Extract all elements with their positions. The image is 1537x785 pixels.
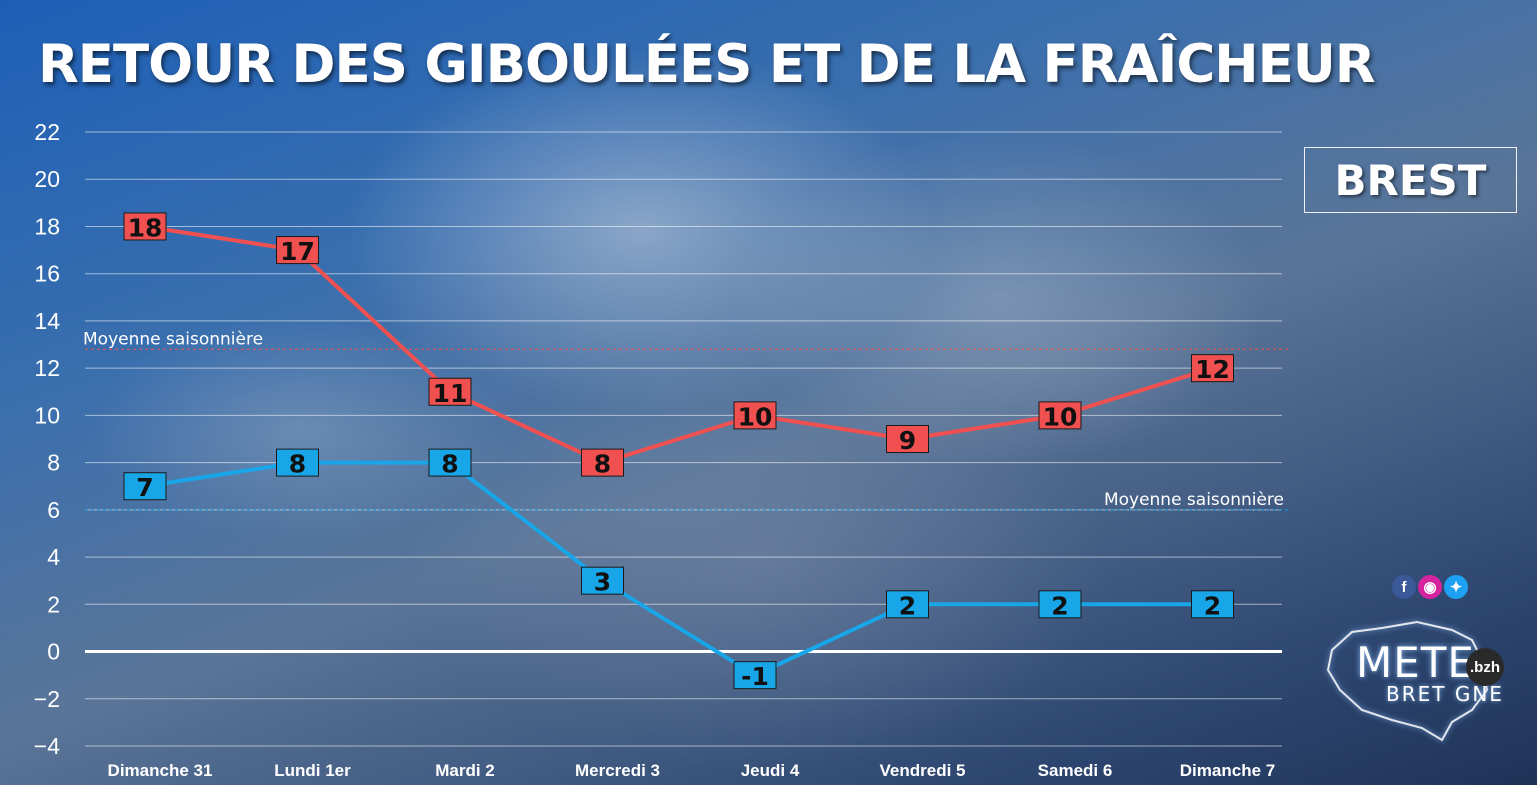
y-tick-label: 0 bbox=[47, 639, 60, 665]
city-box: BREST bbox=[1304, 147, 1517, 213]
min-data-label: 2 bbox=[899, 591, 916, 620]
min-data-box bbox=[1191, 590, 1234, 619]
max-data-label: 10 bbox=[738, 402, 773, 431]
y-tick-label: 6 bbox=[47, 497, 60, 523]
min-data-box bbox=[733, 661, 777, 690]
y-tick-label: 18 bbox=[34, 213, 60, 239]
min-series-line bbox=[144, 460, 1213, 678]
max-data-box bbox=[276, 236, 319, 265]
seasonal-average-label: Moyenne saisonnière bbox=[1104, 490, 1284, 510]
max-data-box bbox=[1191, 354, 1234, 383]
min-data-box bbox=[276, 448, 319, 477]
y-tick-label: 22 bbox=[34, 119, 60, 145]
x-tick-label: Jeudi 4 bbox=[741, 761, 800, 780]
max-data-label: 18 bbox=[128, 213, 163, 242]
chart-title: RETOUR DES GIBOULÉES ET DE LA FRAÎCHEUR bbox=[38, 34, 1376, 95]
y-tick-label: −2 bbox=[34, 686, 60, 712]
facebook-icon[interactable]: f bbox=[1392, 575, 1416, 599]
y-tick-label: 20 bbox=[34, 166, 60, 192]
x-tick-label: Mardi 2 bbox=[435, 761, 495, 780]
max-data-label: 9 bbox=[899, 426, 916, 455]
max-data-label: 8 bbox=[594, 450, 611, 479]
instagram-icon[interactable]: ◉ bbox=[1418, 575, 1442, 599]
min-data-box bbox=[886, 590, 929, 619]
logo-main-text: METE bbox=[1356, 638, 1475, 687]
min-data-label: 7 bbox=[136, 473, 153, 502]
max-data-box bbox=[733, 401, 777, 430]
min-data-box bbox=[123, 472, 167, 501]
x-tick-label: Dimanche 7 bbox=[1180, 761, 1275, 780]
min-data-box bbox=[428, 448, 472, 477]
max-data-box bbox=[886, 425, 929, 453]
brittany-map-icon bbox=[1326, 620, 1489, 742]
min-data-label: -1 bbox=[741, 662, 769, 691]
y-tick-label: 4 bbox=[47, 544, 60, 570]
min-data-label: 3 bbox=[594, 568, 611, 597]
logo-badge: .bzh bbox=[1466, 648, 1504, 686]
max-data-label: 12 bbox=[1195, 355, 1230, 384]
max-data-label: 17 bbox=[280, 237, 315, 266]
max-series-line bbox=[144, 224, 1214, 465]
city-label: BREST bbox=[1334, 155, 1487, 205]
y-tick-label: 8 bbox=[47, 450, 60, 476]
x-tick-label: Dimanche 31 bbox=[108, 761, 213, 780]
min-data-label: 2 bbox=[1051, 591, 1068, 620]
twitter-icon[interactable]: ✦ bbox=[1444, 575, 1468, 599]
y-tick-label: 14 bbox=[34, 308, 60, 334]
max-data-label: 11 bbox=[433, 379, 468, 408]
min-data-label: 8 bbox=[441, 450, 458, 479]
y-tick-label: 10 bbox=[34, 402, 60, 428]
max-data-box bbox=[428, 377, 472, 406]
x-tick-label: Lundi 1er bbox=[274, 761, 351, 780]
y-tick-label: 12 bbox=[34, 355, 60, 381]
x-tick-label: Samedi 6 bbox=[1038, 761, 1113, 780]
y-tick-label: 2 bbox=[47, 591, 60, 617]
seasonal-average-label: Moyenne saisonnière bbox=[83, 329, 263, 349]
x-tick-label: Mercredi 3 bbox=[575, 761, 660, 780]
meteo-bretagne-logo: METE BRET GNE .bzh bbox=[1322, 610, 1522, 750]
max-data-box bbox=[581, 448, 624, 477]
min-data-box bbox=[1038, 590, 1082, 619]
min-data-box bbox=[581, 566, 624, 595]
x-tick-label: Vendredi 5 bbox=[880, 761, 966, 780]
y-tick-label: −4 bbox=[34, 733, 60, 759]
max-data-label: 10 bbox=[1043, 402, 1078, 431]
min-data-label: 2 bbox=[1204, 591, 1221, 620]
y-tick-label: 16 bbox=[34, 261, 60, 287]
max-data-box bbox=[1038, 401, 1082, 430]
logo-sub-text: BRET GNE bbox=[1386, 682, 1504, 706]
min-data-label: 8 bbox=[289, 450, 306, 479]
max-data-box bbox=[123, 212, 167, 241]
social-icons: f ◉ ✦ bbox=[1392, 575, 1468, 599]
